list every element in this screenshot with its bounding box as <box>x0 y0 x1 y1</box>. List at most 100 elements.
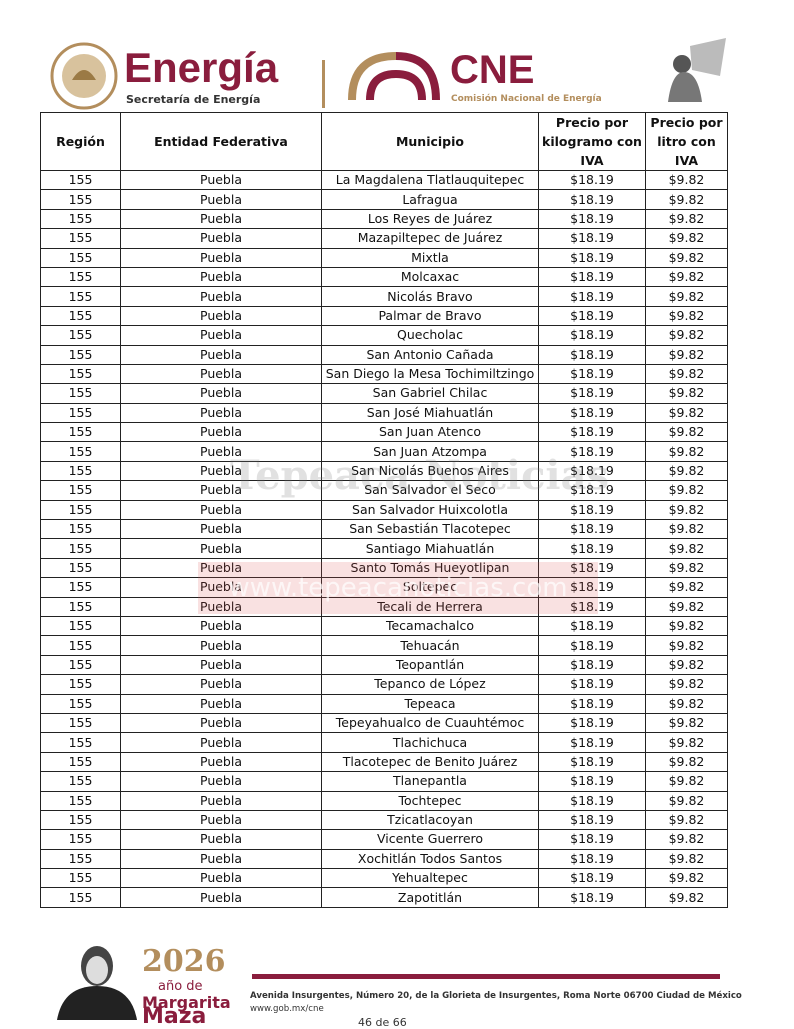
region-cell: 155 <box>40 577 121 598</box>
municipality-cell: Nicolás Bravo <box>321 286 539 307</box>
cne-title: CNE <box>450 48 535 92</box>
price-liter-cell: $9.82 <box>645 538 728 559</box>
state-cell: Puebla <box>120 325 322 346</box>
price-liter-cell: $9.82 <box>645 596 728 617</box>
footer-url: www.gob.mx/cne <box>250 1004 324 1014</box>
municipality-cell: Tepanco de López <box>321 674 539 695</box>
municipality-cell: Tochtepec <box>321 790 539 811</box>
price-liter-cell: $9.82 <box>645 169 728 191</box>
state-cell: Puebla <box>120 809 322 831</box>
region-cell: 155 <box>40 519 121 540</box>
region-cell: 155 <box>40 887 121 908</box>
price-liter-cell: $9.82 <box>645 247 728 268</box>
state-cell: Puebla <box>120 868 322 889</box>
price-kg-cell: $18.19 <box>538 422 646 443</box>
region-cell: 155 <box>40 266 121 288</box>
state-cell: Puebla <box>120 189 322 210</box>
municipality-cell: Xochitlán Todos Santos <box>321 848 539 870</box>
price-liter-cell: $9.82 <box>645 712 728 734</box>
region-cell: 155 <box>40 771 121 792</box>
table-row: 155 Puebla Vicente Guerrero $18.19 $9.82 <box>40 829 728 850</box>
price-kg-cell: $18.19 <box>538 208 646 230</box>
region-cell: 155 <box>40 402 121 424</box>
price-liter-cell: $9.82 <box>645 519 728 540</box>
municipality-cell: San José Miahuatlán <box>321 402 539 424</box>
price-liter-cell: $9.82 <box>645 228 728 249</box>
price-kg-cell: $18.19 <box>538 247 646 268</box>
price-kg-cell: $18.19 <box>538 809 646 831</box>
municipality-cell: Tecamachalco <box>321 615 539 637</box>
municipality-cell: Tepeyahualco de Cuauhtémoc <box>321 712 539 734</box>
price-liter-cell: $9.82 <box>645 460 728 482</box>
price-liter-cell: $9.82 <box>645 809 728 831</box>
price-liter-cell: $9.82 <box>645 693 728 714</box>
column-header: Entidad Federativa <box>120 112 322 171</box>
price-kg-cell: $18.19 <box>538 732 646 753</box>
region-cell: 155 <box>40 422 121 443</box>
municipality-cell: Quecholac <box>321 325 539 346</box>
footer-name-first: Margarita <box>142 993 231 1012</box>
state-cell: Puebla <box>120 712 322 734</box>
price-kg-cell: $18.19 <box>538 693 646 714</box>
price-kg-cell: $18.19 <box>538 344 646 365</box>
state-cell: Puebla <box>120 422 322 443</box>
table-row: 155 Puebla Xochitlán Todos Santos $18.19 $9.… <box>40 848 728 870</box>
footer-address: Avenida Insurgentes, Número 20, de la Gl… <box>250 991 742 1001</box>
price-liter-cell: $9.82 <box>645 441 728 462</box>
table-row: 155 Puebla San Juan Atzompa $18.19 $9.82 <box>40 441 728 462</box>
table-row: 155 Puebla Santo Tomás Hueyotlipan $18.19 $9… <box>40 557 728 579</box>
region-cell: 155 <box>40 557 121 579</box>
state-cell: Puebla <box>120 693 322 714</box>
table-row: 155 Puebla Lafragua $18.19 $9.82 <box>40 189 728 210</box>
price-liter-cell: $9.82 <box>645 868 728 889</box>
state-cell: Puebla <box>120 829 322 850</box>
price-liter-cell: $9.82 <box>645 480 728 501</box>
municipality-cell: La Magdalena Tlatlauquitepec <box>321 169 539 191</box>
state-cell: Puebla <box>120 751 322 773</box>
price-liter-cell: $9.82 <box>645 305 728 327</box>
region-cell: 155 <box>40 615 121 637</box>
table-body: 155 Puebla La Magdalena Tlatlauquitepec $18… <box>40 169 728 908</box>
state-cell: Puebla <box>120 499 322 521</box>
cne-subtitle: Comisión Nacional de Energía <box>451 94 602 104</box>
state-cell: Puebla <box>120 674 322 695</box>
header-row: Región Entidad Federativa Municipio Precio … <box>40 112 728 171</box>
state-cell: Puebla <box>120 771 322 792</box>
region-cell: 155 <box>40 499 121 521</box>
region-cell: 155 <box>40 305 121 327</box>
table-row: 155 Puebla Tecamachalco $18.19 $9.82 <box>40 615 728 637</box>
municipality-cell: Teopantlán <box>321 654 539 676</box>
municipality-cell: Mazapiltepec de Juárez <box>321 228 539 249</box>
price-liter-cell: $9.82 <box>645 344 728 365</box>
price-liter-cell: $9.82 <box>645 499 728 521</box>
region-cell: 155 <box>40 228 121 249</box>
municipality-cell: Yehualtepec <box>321 868 539 889</box>
table-row: 155 Puebla Mixtla $18.19 $9.82 <box>40 247 728 268</box>
footer-rule <box>252 974 720 979</box>
municipality-cell: San Diego la Mesa Tochimiltzingo <box>321 363 539 385</box>
table-row: 155 Puebla Santiago Miahuatlán $18.19 $9.82 <box>40 538 728 559</box>
price-liter-cell: $9.82 <box>645 325 728 346</box>
seal-logo <box>50 42 118 110</box>
price-liter-cell: $9.82 <box>645 790 728 811</box>
state-cell: Puebla <box>120 887 322 908</box>
region-cell: 155 <box>40 848 121 870</box>
price-liter-cell: $9.82 <box>645 771 728 792</box>
footer-year: 2026 <box>142 944 226 979</box>
region-cell: 155 <box>40 363 121 385</box>
state-cell: Puebla <box>120 247 322 268</box>
price-kg-cell: $18.19 <box>538 674 646 695</box>
price-liter-cell: $9.82 <box>645 848 728 870</box>
state-cell: Puebla <box>120 480 322 501</box>
energia-subtitle: Secretaría de Energía <box>126 93 261 106</box>
municipality-cell: Molcaxac <box>321 266 539 288</box>
municipality-cell: Mixtla <box>321 247 539 268</box>
price-kg-cell: $18.19 <box>538 402 646 424</box>
region-cell: 155 <box>40 383 121 404</box>
state-cell: Puebla <box>120 635 322 656</box>
region-cell: 155 <box>40 732 121 753</box>
price-kg-cell: $18.19 <box>538 363 646 385</box>
municipality-cell: San Antonio Cañada <box>321 344 539 365</box>
region-cell: 155 <box>40 189 121 210</box>
